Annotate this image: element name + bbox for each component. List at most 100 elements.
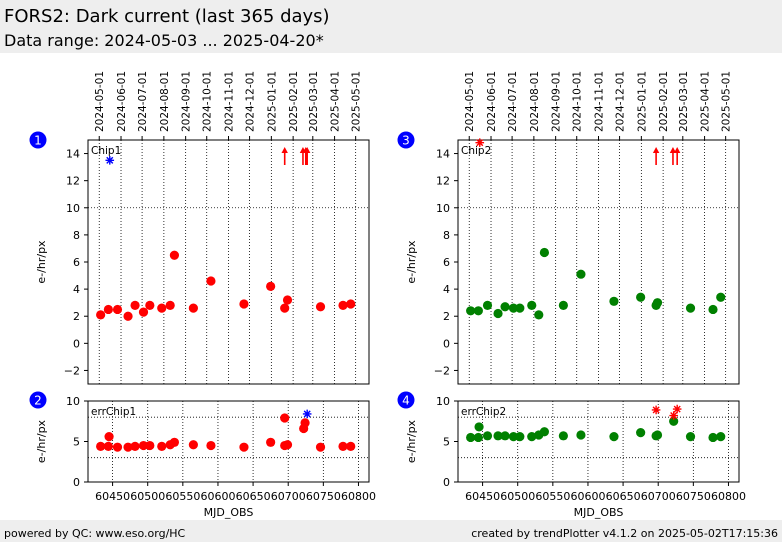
panel4-point (636, 427, 646, 438)
panel4-badge (397, 391, 415, 409)
panel3-ytick-label: −2 (434, 364, 450, 377)
panel4-point (466, 432, 476, 443)
panel3-point (636, 292, 646, 302)
panel1-point (315, 302, 326, 312)
panel2-point (169, 437, 180, 447)
panel4-ytick-label: 10 (436, 395, 450, 408)
panel2-point (188, 440, 198, 450)
panel1-date-label: 2024-12-01 (245, 71, 257, 132)
panel1-ytick-label: 14 (66, 148, 80, 161)
panel2-point (157, 441, 167, 451)
panel3-date-label: 2025-05-01 (721, 71, 733, 132)
panel4-point (474, 422, 484, 432)
panel1-label: Chip1 (91, 145, 121, 157)
panel1-ytick-label: 8 (73, 229, 80, 242)
panel1-point (282, 295, 293, 305)
panel3-badge-number: 3 (402, 134, 410, 148)
panel4-point (708, 432, 718, 443)
panel4-xtick-label: 60500 (500, 490, 535, 503)
panel1-date-label: 2025-04-01 (330, 71, 342, 132)
panel4-ytick-label: 5 (443, 436, 450, 449)
panel2-ylabel: e-/hr/px (35, 419, 48, 463)
page-subtitle: Data range: 2024-05-03 ... 2025-04-20* (4, 31, 324, 50)
panel3-point (527, 300, 537, 310)
panel2-xtick-label: 60450 (95, 490, 130, 503)
panel3-ytick-label: 14 (436, 148, 450, 161)
panel4-xtick-label: 60700 (641, 490, 676, 503)
panel2-point (346, 441, 356, 451)
panel2-point (315, 442, 326, 452)
panel1-point (280, 303, 290, 313)
panel1-point (138, 307, 149, 317)
panel1-up-arrow-head (281, 147, 288, 153)
panel4-ylabel: e-/hr/px (405, 419, 418, 463)
panel1-point (145, 300, 155, 310)
panel4-point (473, 432, 483, 443)
panel1-badge (29, 131, 47, 149)
panel3-ytick-label: 2 (443, 310, 450, 323)
panel1-point (165, 300, 175, 310)
panel1-point (346, 299, 356, 309)
panel1-up-arrow-head (303, 147, 311, 153)
panel4-ytick-label: 0 (443, 476, 450, 489)
panel3-point (493, 308, 503, 319)
panel3-ytick-label: 4 (443, 283, 450, 296)
panel3-date-label: 2024-06-01 (486, 71, 498, 132)
panel3-point (539, 247, 550, 258)
panel1-ytick-label: 12 (66, 175, 80, 188)
panel2-xtick-label: 60700 (271, 490, 306, 503)
panel4-point (508, 432, 519, 442)
panel1-point (112, 304, 123, 315)
panel3-ytick-label: 8 (443, 229, 450, 242)
panel2-point (206, 440, 216, 451)
panel2-point (138, 440, 149, 451)
panel2-point (104, 432, 114, 442)
panel2-xtick-label: 60600 (200, 490, 235, 503)
panel2-xtick-label: 60550 (165, 490, 200, 503)
panel2-point (266, 437, 276, 447)
panel2-point (300, 418, 310, 428)
panel3-point (558, 300, 568, 310)
panel4-point (652, 430, 663, 440)
panel2-ytick-label: 0 (73, 476, 80, 489)
panel4-xtick-label: 60450 (465, 490, 500, 503)
panel1-point (157, 303, 167, 313)
panel1-date-label: 2024-09-01 (181, 71, 193, 132)
panel2-ytick-label: 10 (66, 395, 80, 408)
panel2-xtick-label: 60650 (236, 490, 271, 503)
panel4-star-marker (672, 404, 682, 414)
panel1-point (96, 310, 106, 320)
panel1-point (266, 281, 276, 291)
panel4-point (500, 431, 510, 441)
panel4-point (515, 432, 525, 442)
panel1-star-marker (105, 156, 115, 165)
panel4-point (527, 432, 537, 442)
panel1-date-label: 2025-02-01 (288, 71, 300, 132)
panel3-date-label: 2025-01-01 (636, 71, 648, 132)
panel1-ytick-label: 4 (73, 283, 80, 296)
panel4-point (669, 416, 679, 426)
panel3-date-label: 2024-05-01 (464, 71, 476, 132)
panel4-star-marker (651, 405, 661, 415)
panel2-badge (29, 391, 47, 409)
panel4-point (685, 432, 696, 442)
panel3-date-label: 2024-11-01 (594, 71, 606, 132)
panel3-badge (397, 131, 415, 149)
panel4-point (558, 431, 568, 441)
panel3-point (708, 304, 718, 315)
panel2-point (338, 441, 348, 451)
panel2-badge-number: 2 (34, 394, 42, 408)
panel3-ytick-label: 12 (436, 175, 450, 188)
panel1-date-label: 2024-05-01 (94, 71, 106, 132)
panel4-star-marker (669, 411, 678, 420)
panel4-xtick-label: 60800 (711, 490, 746, 503)
panel1-ylabel: e-/hr/px (35, 240, 48, 284)
panel4-point (609, 432, 619, 442)
panel4-point (482, 431, 493, 441)
panel1-date-label: 2025-05-01 (351, 71, 363, 132)
panel3-up-arrow-head (673, 147, 681, 153)
panel1-date-label: 2024-10-01 (202, 71, 214, 132)
panel2-point (103, 441, 113, 451)
panel3-date-label: 2025-04-01 (700, 71, 712, 132)
panel1-date-label: 2024-11-01 (224, 71, 236, 132)
